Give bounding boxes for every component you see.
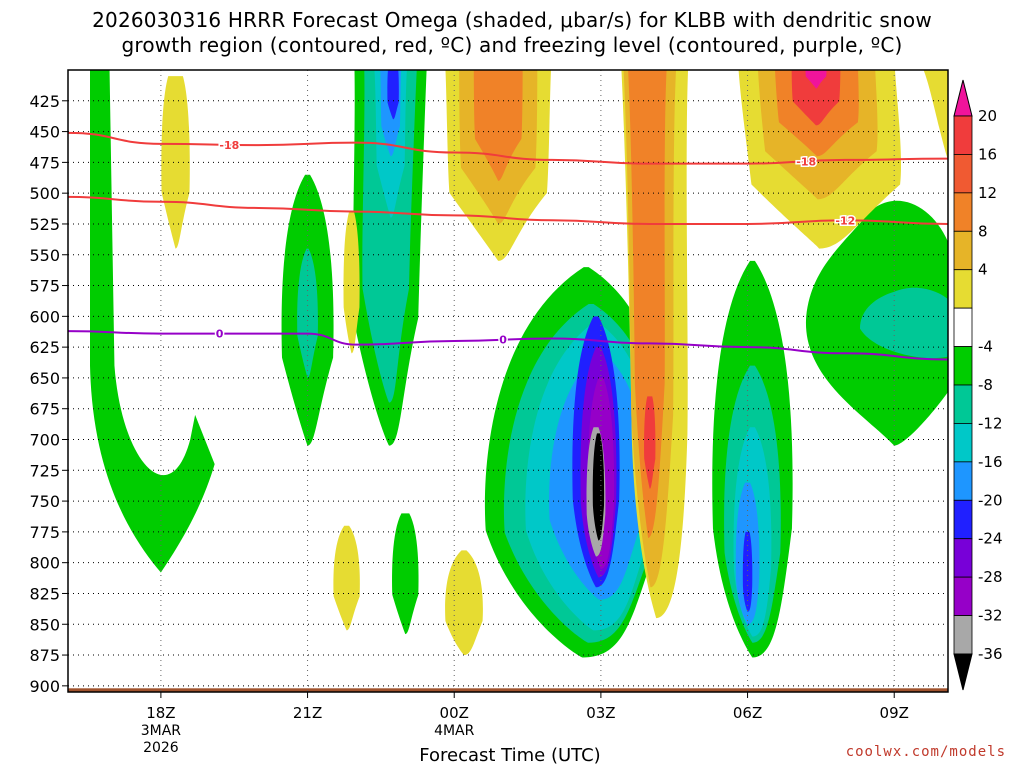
colorbar-bin-12-16	[953, 154, 973, 194]
colorbar-label--20: -20	[978, 491, 1003, 509]
x-tick-sublabel-2026: 2026	[143, 740, 179, 756]
colorbar-label--8: -8	[978, 376, 993, 394]
omega-04z-orange	[628, 70, 667, 539]
y-tick-label-900: 900	[29, 677, 60, 696]
colorbar-label--36: -36	[978, 645, 1003, 663]
colorbar-bin--24--20	[953, 499, 973, 540]
x-tick-label-03Z: 03Z	[586, 704, 615, 722]
colorbar-bin--32--28	[953, 576, 973, 616]
y-tick-label-625: 625	[29, 338, 60, 357]
y-tick-label-650: 650	[29, 369, 60, 388]
colorbar-bin--20--16	[953, 461, 973, 501]
y-tick-label-850: 850	[29, 615, 60, 634]
omega-west-yellow	[161, 76, 190, 249]
y-tick-label-775: 775	[29, 523, 60, 542]
colorbar-label-12: 12	[978, 184, 997, 202]
y-tick-label-575: 575	[29, 277, 60, 296]
colorbar-label--4: -4	[978, 338, 993, 356]
colorbar-label--12: -12	[978, 414, 1003, 432]
omega-shading	[68, 70, 948, 692]
colorbar-label--28: -28	[978, 568, 1003, 586]
x-tick-sublabel-3MAR: 3MAR	[141, 723, 182, 739]
chart-title-line-1: 2026030316 HRRR Forecast Omega (shaded, …	[92, 8, 932, 32]
colorbar-bin-0-4	[953, 269, 973, 309]
x-tick-label-06Z: 06Z	[733, 704, 762, 722]
colorbar-bin--8--4	[953, 346, 973, 386]
contour-label-dgz_-18-0: -18	[219, 139, 239, 152]
colorbar-top-arrow	[953, 79, 973, 117]
colorbar: 20 16 12 8 4 -4 -8 -12 -16 -20 -24 -28 -32 -36	[953, 79, 1003, 691]
y-tick-label-600: 600	[29, 307, 60, 326]
y-tick-label-500: 500	[29, 184, 60, 203]
omega-06z-blue	[742, 531, 753, 612]
colorbar-label--32: -32	[978, 607, 1003, 625]
colorbar-label-4: 4	[978, 261, 988, 279]
colorbar-bin-16-20	[953, 115, 973, 155]
x-tick-sublabel-4MAR: 4MAR	[434, 723, 475, 739]
contour-freezing_0	[67, 330, 949, 361]
y-tick-label-750: 750	[29, 492, 60, 511]
plot-frame	[67, 69, 949, 693]
omega-23z-blue	[387, 70, 399, 120]
y-tick-label-525: 525	[29, 215, 60, 234]
colorbar-bin-4-8	[953, 230, 973, 271]
grid-lines	[68, 70, 948, 692]
omega-04z-red	[644, 396, 656, 489]
colorbar-bin--36--32	[953, 615, 973, 655]
temperature-contours: -18 -18 -12 0 0	[67, 131, 949, 361]
colorbar-bottom-arrow	[953, 653, 973, 691]
colorbar-label-8: 8	[978, 222, 988, 240]
y-tick-label-550: 550	[29, 246, 60, 265]
colorbar-label-20: 20	[978, 107, 997, 125]
colorbar-label--24: -24	[978, 530, 1003, 548]
y-tick-label-450: 450	[29, 123, 60, 142]
omega-23z-low-green	[392, 513, 419, 635]
y-tick-label-425: 425	[29, 92, 60, 111]
x-tick-label-21Z: 21Z	[293, 704, 322, 722]
y-tick-label-875: 875	[29, 646, 60, 665]
x-tick-label-09Z: 09Z	[880, 704, 909, 722]
colorbar-label-16: 16	[978, 145, 997, 163]
x-tick-label-00Z: 00Z	[440, 704, 469, 722]
colorbar-bin--4-4	[953, 307, 973, 347]
y-tick-label-725: 725	[29, 461, 60, 480]
omega-west-green-column	[90, 70, 215, 573]
axes: 425 450 475 500 525 550 575 600 625 650 675 700 725 7…	[29, 69, 949, 756]
colorbar-bin-8-12	[953, 192, 973, 232]
x-axis-title: Forecast Time (UTC)	[419, 745, 601, 766]
colorbar-bin--16--12	[953, 423, 973, 463]
contour-label-freezing_0-0: 0	[216, 328, 224, 341]
omega-21z-teal	[297, 248, 318, 378]
colorbar-bin--12--8	[953, 384, 973, 424]
contour-label-dgz_-12-0: -12	[835, 214, 855, 227]
ground-strip	[68, 688, 948, 692]
contour-dgz_-18	[67, 131, 949, 165]
contour-label-freezing_0-1: 0	[499, 334, 507, 347]
omega-22z-low-yellow	[333, 525, 360, 631]
chart-title-line-2: growth region (contoured, red, ºC) and f…	[121, 33, 903, 57]
x-tick-label-18Z: 18Z	[146, 704, 175, 722]
y-tick-label-700: 700	[29, 431, 60, 450]
y-tick-label-800: 800	[29, 554, 60, 573]
omega-00z-low-yellow	[445, 550, 483, 656]
colorbar-bin--28--24	[953, 538, 973, 578]
y-tick-label-675: 675	[29, 400, 60, 419]
contour-dgz_-12	[67, 195, 949, 225]
y-tick-label-475: 475	[29, 153, 60, 172]
omega-07z-magenta	[805, 70, 827, 89]
omega-09z-teal	[860, 287, 948, 359]
watermark: coolwx.com/models	[845, 744, 1006, 760]
contour-label-dgz_-18-1: -18	[796, 155, 816, 168]
omega-22z-yellow	[343, 211, 360, 354]
colorbar-label--16: -16	[978, 453, 1003, 471]
omega-07z-red	[791, 70, 841, 126]
y-tick-label-825: 825	[29, 584, 60, 603]
omega-east-top-yellow	[923, 70, 948, 161]
